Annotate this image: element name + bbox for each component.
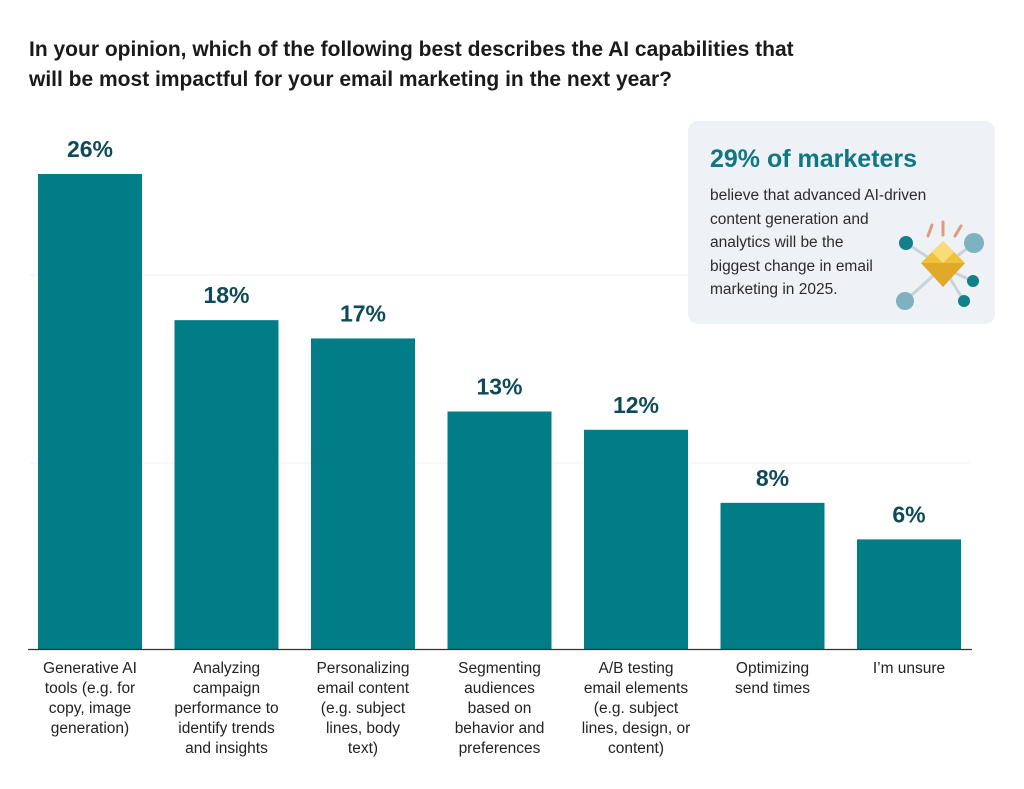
category-label-5-line-4: lines, design, or bbox=[582, 720, 691, 737]
category-label-3-line-2: email content bbox=[317, 680, 410, 697]
value-label-1: 26% bbox=[67, 136, 113, 162]
category-label-3: Personalizing email content (e.g. subject l… bbox=[316, 660, 409, 757]
category-label-6-line-1: Optimizing bbox=[736, 660, 809, 677]
category-label-5: A/B testing email elements (e.g. subject li… bbox=[582, 660, 691, 757]
category-label-1-line-1: Generative AI bbox=[43, 660, 137, 677]
category-label-5-line-1: A/B testing bbox=[599, 660, 674, 677]
bar-2 bbox=[174, 320, 279, 649]
callout-body-line-4: biggest change in email bbox=[710, 257, 873, 275]
value-label-2: 18% bbox=[203, 282, 249, 308]
value-label-7: 6% bbox=[892, 501, 925, 527]
bar-1 bbox=[38, 174, 142, 649]
category-label-1-line-2: tools (e.g. for bbox=[45, 680, 135, 697]
category-label-1-line-4: generation) bbox=[51, 720, 129, 737]
category-label-1: Generative AI tools (e.g. for copy, image g… bbox=[43, 660, 137, 737]
category-label-4: Segmenting audiences based on behavior and p… bbox=[455, 660, 545, 757]
callout-body-line-2: content generation and bbox=[710, 210, 869, 228]
category-label-2-line-2: campaign bbox=[193, 680, 260, 697]
category-label-2-line-3: performance to bbox=[174, 700, 278, 717]
bar-6 bbox=[720, 502, 825, 649]
chart-title: In your opinion, which of the following … bbox=[29, 35, 849, 95]
callout-body-line-5: marketing in 2025. bbox=[710, 281, 838, 298]
value-label-3: 17% bbox=[340, 300, 386, 326]
callout-headline: 29% of marketers bbox=[710, 145, 918, 173]
callout-box: 29% of marketers believe that advanced A… bbox=[688, 121, 995, 324]
callout-body-line-1: believe that advanced AI-driven bbox=[710, 187, 927, 204]
category-label-4-line-1: Segmenting bbox=[458, 660, 541, 677]
value-label-5: 12% bbox=[613, 392, 659, 418]
category-label-7-line-1: I’m unsure bbox=[873, 660, 945, 677]
chart-title-line-2: will be most impactful for your email ma… bbox=[29, 68, 672, 91]
category-label-6-line-2: send times bbox=[735, 680, 810, 697]
chart-title-line-1: In your opinion, which of the following … bbox=[29, 38, 794, 61]
category-label-2-line-1: Analyzing bbox=[193, 660, 260, 677]
category-label-1-line-3: copy, image bbox=[49, 700, 131, 717]
category-label-5-line-3: (e.g. subject bbox=[594, 700, 679, 717]
category-label-2: Analyzing campaign performance to identify … bbox=[174, 660, 278, 757]
value-label-4: 13% bbox=[476, 374, 522, 400]
bar-5 bbox=[584, 429, 688, 649]
category-label-6: Optimizing send times bbox=[735, 660, 810, 697]
category-label-5-line-5: content) bbox=[608, 740, 664, 757]
category-label-3-line-1: Personalizing bbox=[316, 660, 409, 677]
category-label-4-line-2: audiences bbox=[464, 680, 535, 697]
ai-network-diamond-icon bbox=[896, 220, 984, 310]
category-label-7: I’m unsure bbox=[873, 660, 945, 677]
value-label-6: 8% bbox=[756, 465, 789, 491]
category-label-4-line-4: behavior and bbox=[455, 720, 545, 737]
category-label-2-line-4: identify trends bbox=[178, 720, 275, 737]
bar-3 bbox=[311, 338, 415, 649]
category-label-4-line-5: preferences bbox=[459, 740, 541, 757]
callout-body-line-3: analytics will be the bbox=[710, 234, 844, 251]
category-label-3-line-4: lines, body bbox=[326, 720, 400, 737]
category-label-5-line-2: email elements bbox=[584, 680, 688, 697]
bar-7 bbox=[857, 539, 961, 649]
category-label-3-line-3: (e.g. subject bbox=[321, 700, 406, 717]
callout-body: believe that advanced AI-driven content … bbox=[710, 184, 927, 302]
category-label-3-line-5: text) bbox=[348, 740, 378, 757]
category-label-4-line-3: based on bbox=[468, 700, 532, 717]
category-label-2-line-5: and insights bbox=[185, 740, 268, 757]
bar-4 bbox=[447, 411, 552, 649]
